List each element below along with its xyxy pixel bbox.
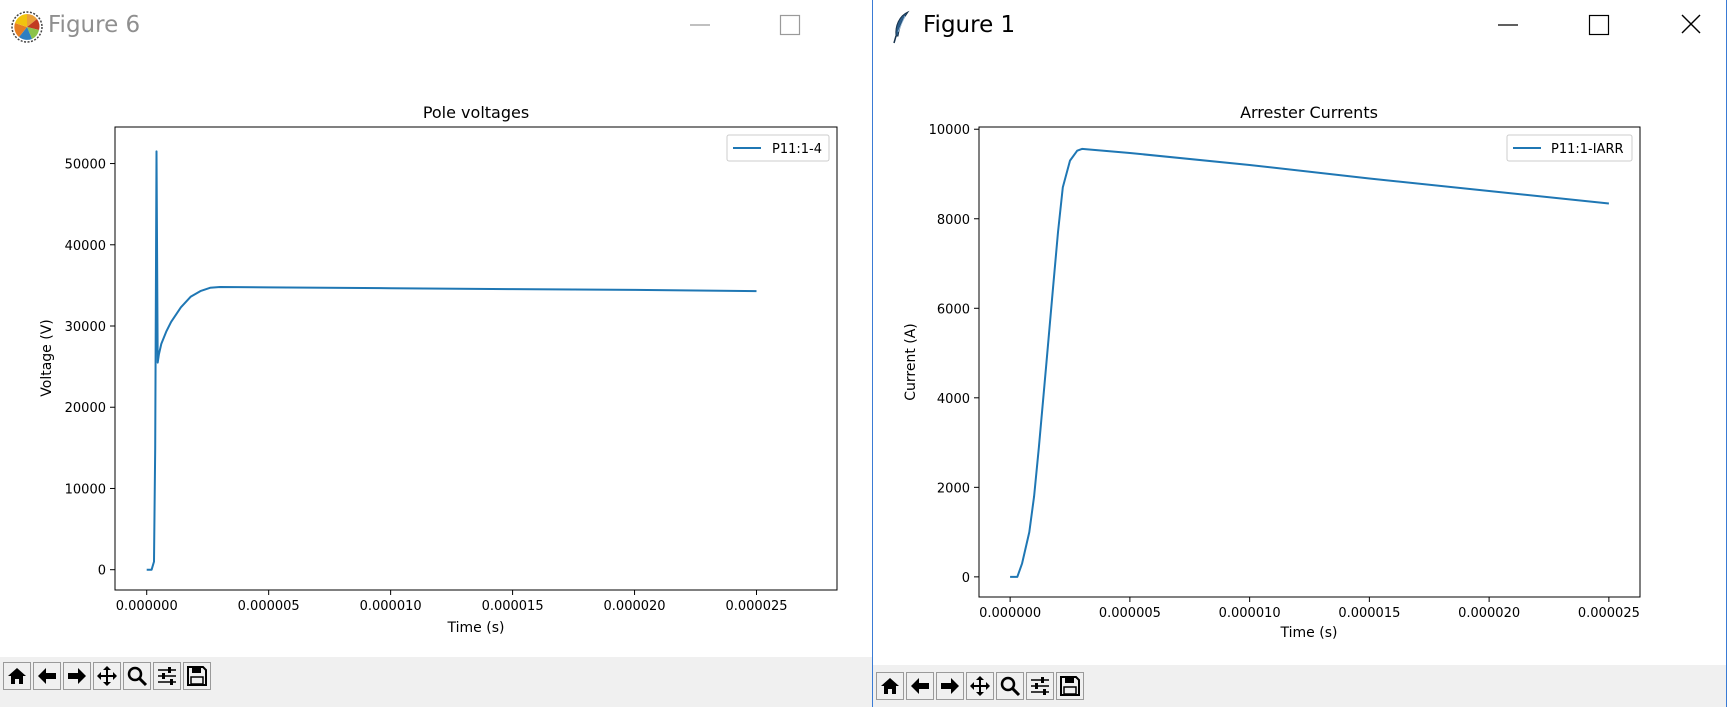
y-tick-label: 0 — [962, 571, 970, 586]
sliders-icon — [1031, 677, 1049, 695]
home-icon — [8, 668, 26, 684]
save-button[interactable] — [183, 662, 211, 690]
y-tick-label: 50000 — [65, 158, 106, 173]
x-axis-label: Time (s) — [447, 620, 505, 636]
arrester-currents-chart[interactable]: Arrester Currents 0.000000 0.000005 0.0000… — [873, 52, 1726, 665]
magnifier-icon — [127, 666, 148, 687]
x-tick-label: 0.000020 — [1458, 606, 1520, 621]
legend-box — [726, 134, 830, 162]
arrow-right-icon — [68, 668, 86, 684]
navigation-toolbar — [0, 657, 872, 707]
y-tick-label: 6000 — [937, 302, 970, 317]
y-tick-label: 0 — [98, 564, 106, 579]
window-title: Figure 1 — [923, 12, 1016, 38]
move-arrows-icon — [97, 666, 117, 686]
y-tick-label: 10000 — [929, 123, 970, 138]
legend-label: P11:1-IARR — [1551, 142, 1624, 157]
arrow-left-icon — [911, 678, 929, 694]
x-tick-label: 0.000010 — [360, 599, 422, 614]
y-tick-label: 20000 — [65, 401, 106, 416]
x-tick-label: 0.000025 — [725, 599, 787, 614]
maximize-button[interactable] — [1576, 8, 1622, 42]
y-tick-label: 40000 — [65, 239, 106, 254]
figure-6-window: Figure 6 Pole voltages 0.000000 0.000005 0… — [0, 0, 872, 707]
x-tick-label: 0.000015 — [482, 599, 544, 614]
home-button[interactable] — [876, 672, 904, 700]
x-tick-label: 0.000005 — [238, 599, 300, 614]
x-tick-label: 0.000000 — [979, 606, 1041, 621]
y-axis-label: Voltage (V) — [39, 319, 55, 396]
x-tick-label: 0.000000 — [116, 599, 178, 614]
close-button[interactable] — [1668, 8, 1714, 42]
navigation-toolbar — [873, 665, 1726, 707]
legend: P11:1-4 — [726, 134, 830, 162]
home-button[interactable] — [3, 662, 31, 690]
magnifier-icon — [1000, 676, 1021, 697]
x-tick-label: 0.000015 — [1338, 606, 1400, 621]
window-title: Figure 6 — [48, 12, 141, 38]
x-tick-label: 0.000020 — [604, 599, 666, 614]
axes-frame — [978, 126, 1641, 598]
floppy-disk-icon — [187, 666, 207, 686]
configure-subplots-button[interactable] — [1026, 672, 1054, 700]
legend-label: P11:1-4 — [772, 142, 822, 157]
series-line — [146, 150, 757, 571]
legend: P11:1-IARR — [1506, 134, 1633, 162]
figure-6-titlebar[interactable]: Figure 6 — [0, 0, 872, 52]
forward-button[interactable] — [63, 662, 91, 690]
y-tick-label: 4000 — [937, 392, 970, 407]
y-tick-label: 10000 — [65, 482, 106, 497]
move-arrows-icon — [970, 676, 990, 696]
forward-button[interactable] — [936, 672, 964, 700]
figure-1-titlebar[interactable]: Figure 1 — [873, 0, 1726, 52]
arrow-right-icon — [941, 678, 959, 694]
y-tick-label: 8000 — [937, 213, 970, 228]
back-button[interactable] — [906, 672, 934, 700]
zoom-button[interactable] — [996, 672, 1024, 700]
back-button[interactable] — [33, 662, 61, 690]
matplotlib-logo-icon — [10, 10, 44, 44]
configure-subplots-button[interactable] — [153, 662, 181, 690]
pan-button[interactable] — [93, 662, 121, 690]
y-tick-label: 2000 — [937, 481, 970, 496]
chart-title: Arrester Currents — [1240, 103, 1378, 122]
series-line — [1010, 147, 1610, 578]
maximize-button[interactable] — [767, 8, 813, 42]
chart-title: Pole voltages — [423, 103, 529, 122]
axes-frame — [114, 126, 838, 591]
zoom-button[interactable] — [123, 662, 151, 690]
floppy-disk-icon — [1060, 676, 1080, 696]
sliders-icon — [158, 667, 176, 685]
legend-box — [1506, 134, 1633, 162]
figure-1-window: Figure 1 Arrester Currents 0.000000 0.000… — [872, 0, 1727, 707]
pole-voltages-chart[interactable]: Pole voltages 0.000000 0.000005 0.000010 0.… — [0, 52, 872, 657]
minimize-button[interactable] — [677, 8, 723, 42]
y-axis-label: Current (A) — [903, 323, 919, 401]
arrow-left-icon — [38, 668, 56, 684]
x-tick-label: 0.000025 — [1578, 606, 1640, 621]
x-tick-label: 0.000005 — [1099, 606, 1161, 621]
x-axis-label: Time (s) — [1280, 625, 1338, 641]
home-icon — [881, 678, 899, 694]
minimize-button[interactable] — [1485, 8, 1531, 42]
y-tick-label: 30000 — [65, 320, 106, 335]
feather-icon — [891, 10, 925, 44]
save-button[interactable] — [1056, 672, 1084, 700]
pan-button[interactable] — [966, 672, 994, 700]
x-tick-label: 0.000010 — [1219, 606, 1281, 621]
